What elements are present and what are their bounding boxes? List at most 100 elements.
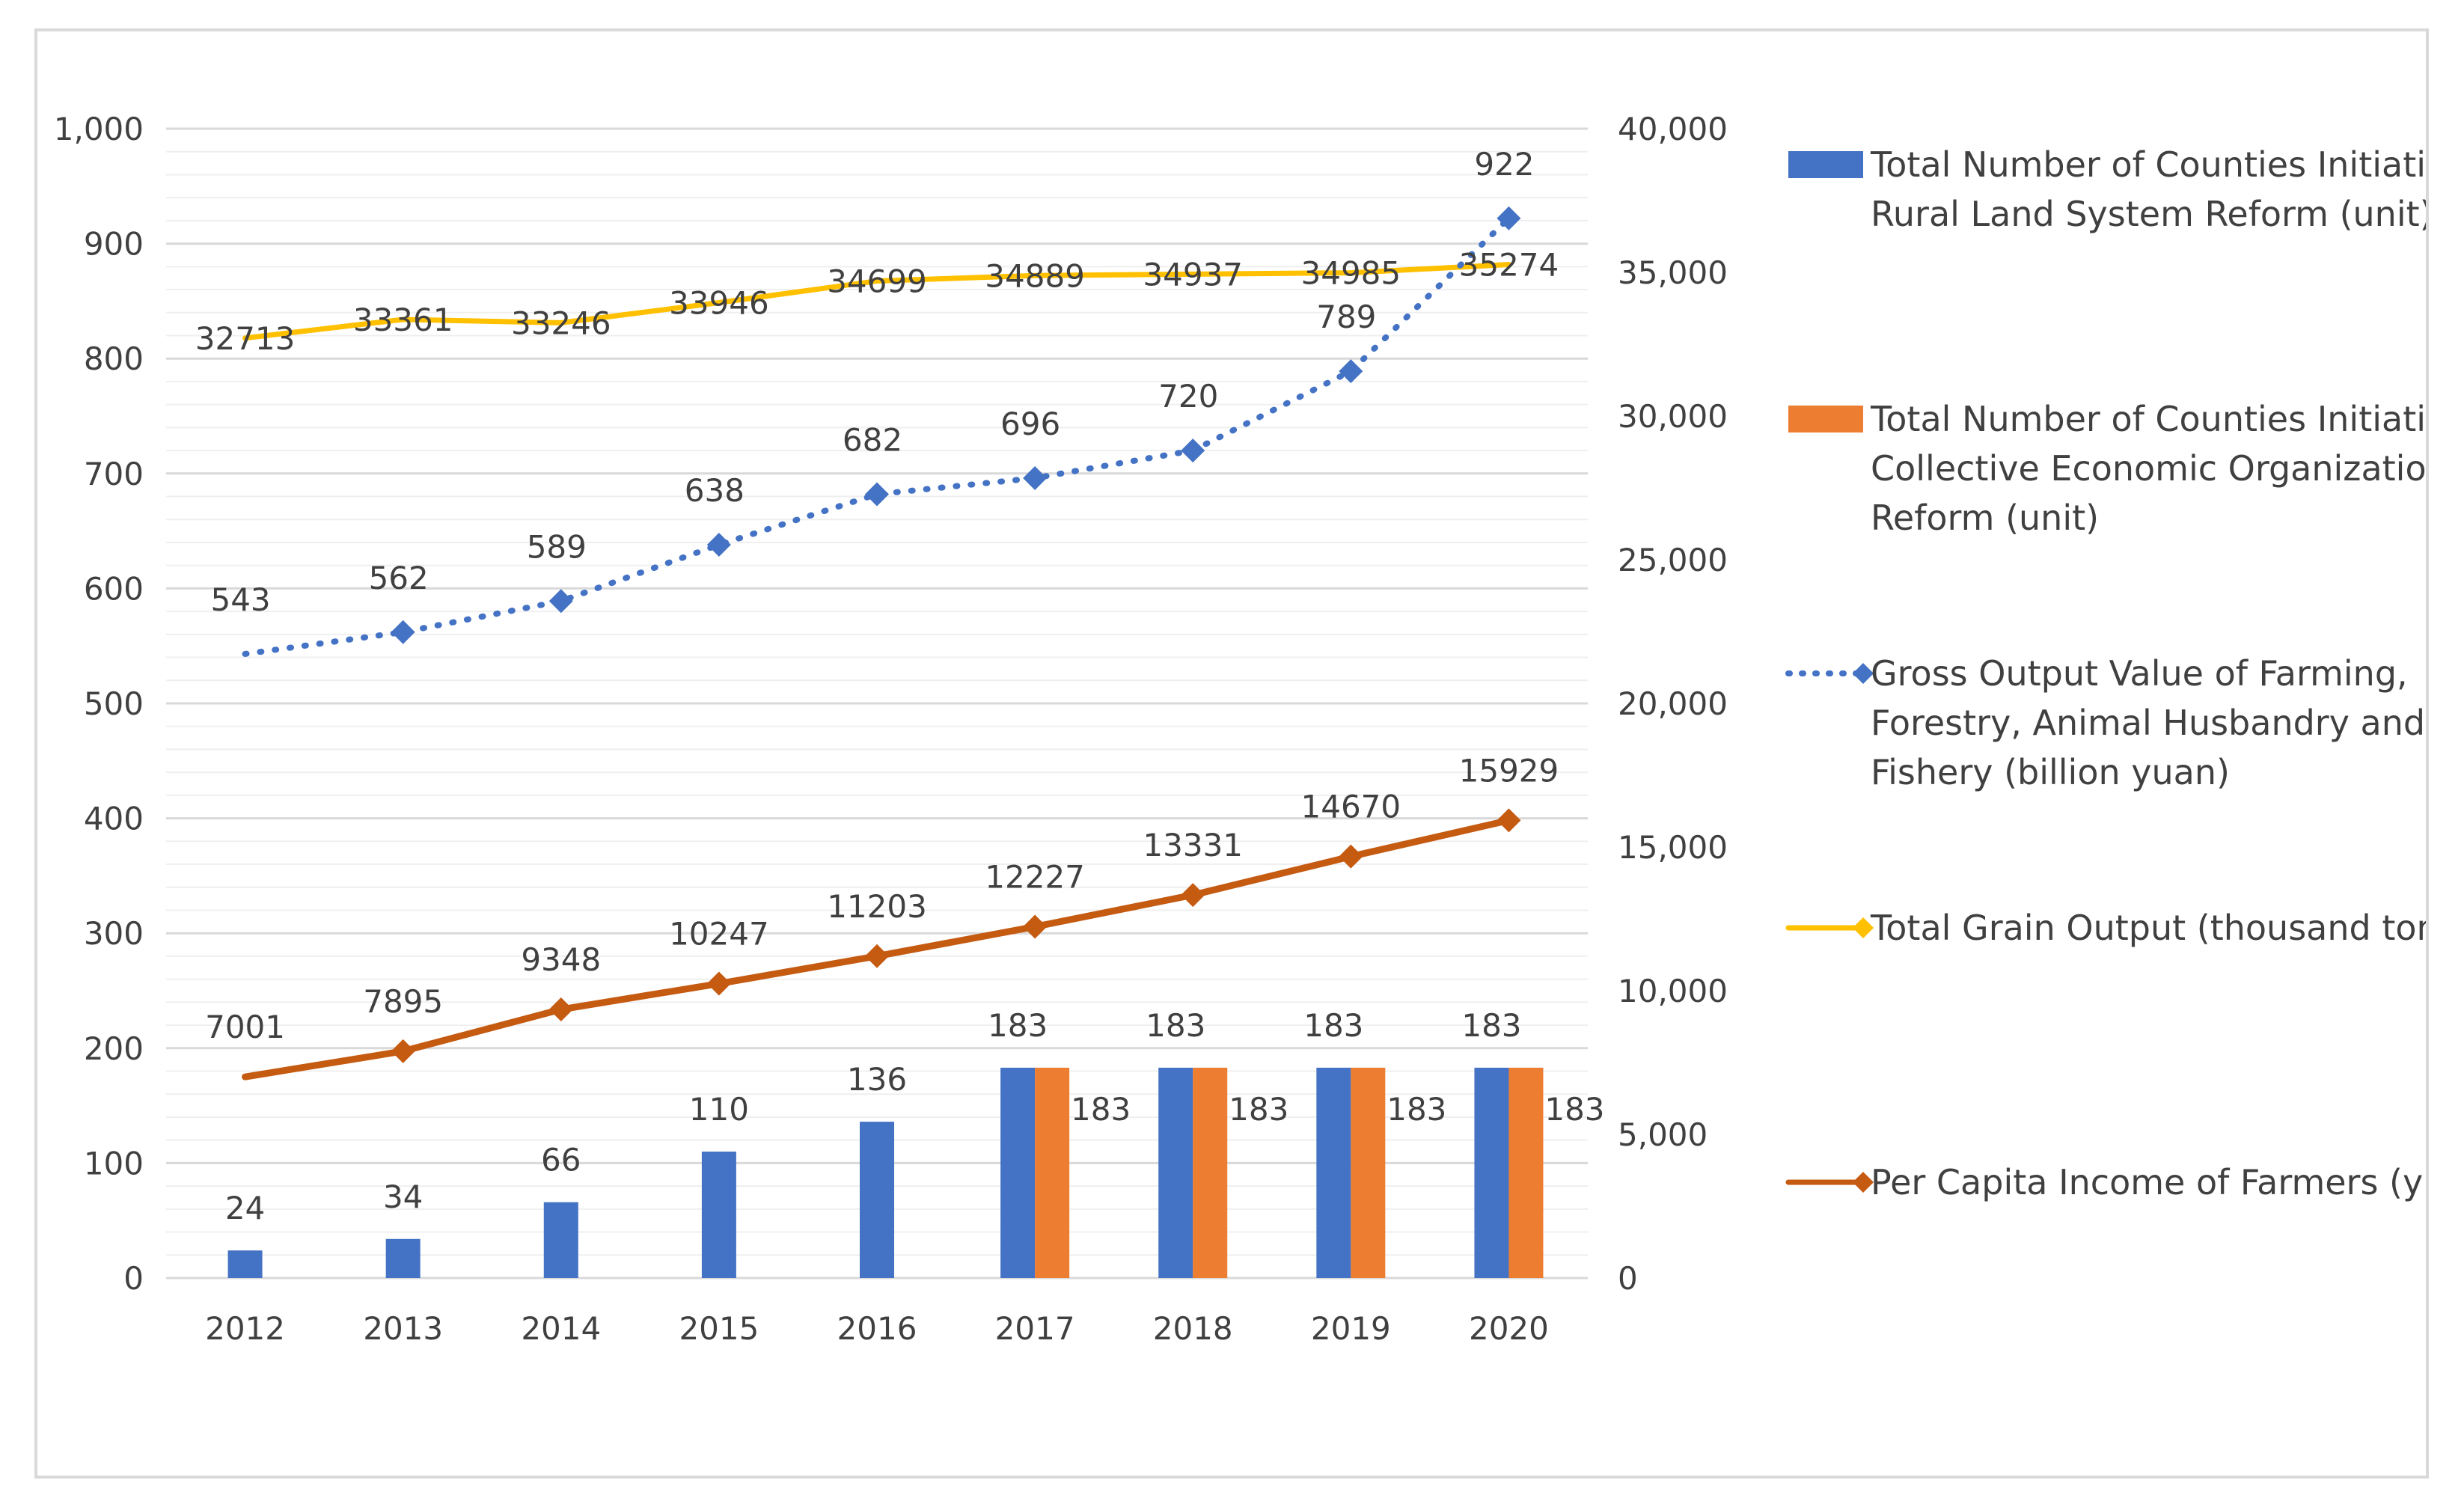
gross-output-point bbox=[1181, 438, 1205, 463]
grain-output-value-label: 34937 bbox=[1143, 256, 1243, 293]
gross-output-point bbox=[1023, 465, 1048, 490]
grain-output-value-label: 33246 bbox=[511, 305, 611, 341]
right-axis: 0 5,000 10,000 15,000 20,000 25,000 30,000 35,0… bbox=[1618, 111, 1728, 1297]
income-value-label: 11203 bbox=[827, 888, 927, 925]
income-value-label: 7895 bbox=[363, 983, 443, 1020]
gross-output-value-label: 638 bbox=[685, 472, 745, 509]
bar-rural-land-reform bbox=[1316, 1067, 1351, 1278]
income-point bbox=[865, 944, 889, 968]
x-tick-label: 2020 bbox=[1469, 1310, 1549, 1347]
bar-rural-land-reform bbox=[701, 1152, 736, 1278]
bar-rural-land-reform bbox=[385, 1238, 421, 1278]
right-tick-label: 30,000 bbox=[1618, 398, 1728, 435]
grain-output-value-label: 33946 bbox=[669, 284, 769, 321]
bar-value-label: 183 bbox=[1387, 1091, 1446, 1128]
bar-series bbox=[227, 1067, 1544, 1278]
gross-output-point bbox=[706, 533, 731, 557]
x-tick-label: 2015 bbox=[679, 1310, 759, 1347]
legend-label: Fishery (billion yuan) bbox=[1871, 752, 2230, 792]
left-tick-label: 100 bbox=[84, 1145, 144, 1182]
income-point bbox=[1497, 808, 1521, 833]
left-tick-label: 600 bbox=[84, 570, 144, 607]
left-tick-label: 400 bbox=[84, 801, 144, 837]
income-value-label: 9348 bbox=[521, 941, 601, 978]
legend-marker bbox=[1853, 917, 1874, 938]
legend-label: Rural Land System Reform (unit) bbox=[1871, 194, 2426, 234]
left-tick-label: 300 bbox=[84, 915, 144, 952]
bar-rural-land-reform bbox=[1158, 1067, 1193, 1278]
bar-value-label: 24 bbox=[225, 1190, 265, 1226]
bar-value-label: 66 bbox=[541, 1142, 581, 1179]
bar-collective-economic-reform bbox=[1351, 1067, 1386, 1278]
gross-output-line bbox=[242, 215, 1512, 657]
grain-output-value-label: 34889 bbox=[985, 257, 1085, 294]
gross-output-value-label: 682 bbox=[843, 421, 902, 458]
x-tick-label: 2016 bbox=[837, 1310, 917, 1347]
grain-output-value-label: 35274 bbox=[1459, 246, 1559, 283]
legend-label: Forestry, Animal Husbandry and bbox=[1871, 703, 2425, 743]
left-tick-label: 200 bbox=[84, 1030, 144, 1067]
income-point bbox=[706, 971, 731, 996]
bar-value-label: 183 bbox=[1071, 1091, 1131, 1128]
grain-output-line bbox=[242, 261, 1511, 341]
gross-output-point bbox=[548, 589, 573, 614]
chart-frame: 0 100 200 300 400 500 600 700 800 900 1,000 0 5,000… bbox=[34, 28, 2464, 1479]
combo-chart: 0 100 200 300 400 500 600 700 800 900 1,000 0 5,000… bbox=[54, 111, 2464, 1347]
legend-label: Reform (unit) bbox=[1871, 498, 2099, 538]
legend-label: Per Capita Income of Farmers (yuan) bbox=[1871, 1162, 2426, 1202]
income-point bbox=[391, 1039, 415, 1063]
x-tick-label: 2012 bbox=[205, 1310, 285, 1347]
bar-value-label: 183 bbox=[1229, 1091, 1288, 1128]
right-tick-label: 25,000 bbox=[1618, 542, 1728, 578]
income-value-label: 14670 bbox=[1301, 789, 1401, 825]
bar-value-label: 34 bbox=[383, 1179, 423, 1215]
gross-output-value-label: 589 bbox=[527, 528, 587, 565]
income-point bbox=[548, 997, 573, 1022]
gross-output-point bbox=[1339, 359, 1363, 384]
x-axis: 2012 2013 2014 2015 2016 2017 2018 2019 2020 bbox=[205, 1310, 1549, 1347]
legend-label: Total Number of Counties Initiating bbox=[1870, 144, 2426, 185]
left-tick-label: 700 bbox=[84, 456, 144, 492]
gross-output-value-label: 696 bbox=[1000, 406, 1060, 442]
right-tick-label: 10,000 bbox=[1618, 973, 1728, 1009]
gross-output-point bbox=[1497, 206, 1521, 230]
legend-label: Total Grain Output (thousand tons) bbox=[1870, 908, 2426, 948]
legend-marker bbox=[1853, 1172, 1874, 1193]
bar-rural-land-reform bbox=[543, 1202, 578, 1278]
income-value-label: 7001 bbox=[205, 1009, 285, 1045]
legend-swatch bbox=[1788, 151, 1863, 178]
line-series bbox=[242, 206, 1521, 1080]
bar-collective-economic-reform bbox=[1508, 1067, 1544, 1278]
legend-marker bbox=[1853, 663, 1874, 684]
gross-output-value-label: 720 bbox=[1158, 378, 1218, 415]
income-point bbox=[1023, 914, 1048, 939]
bar-rural-land-reform bbox=[227, 1250, 263, 1278]
gross-output-value-label: 789 bbox=[1316, 299, 1376, 335]
bar-rural-land-reform bbox=[860, 1122, 894, 1278]
bar-rural-land-reform bbox=[1474, 1067, 1509, 1278]
x-tick-label: 2019 bbox=[1311, 1310, 1391, 1347]
left-tick-label: 1,000 bbox=[54, 111, 144, 147]
income-value-label: 15929 bbox=[1459, 752, 1559, 789]
income-value-label: 10247 bbox=[669, 916, 769, 953]
right-tick-label: 5,000 bbox=[1618, 1116, 1708, 1153]
left-tick-label: 0 bbox=[123, 1260, 144, 1297]
gross-output-value-label: 562 bbox=[369, 560, 429, 596]
grain-output-value-label: 34699 bbox=[827, 263, 927, 300]
x-tick-label: 2017 bbox=[995, 1310, 1075, 1347]
bar-value-label: 110 bbox=[689, 1091, 749, 1128]
bar-value-label: 183 bbox=[1303, 1007, 1363, 1044]
bar-value-label: 183 bbox=[1146, 1007, 1205, 1044]
bar-value-label: 183 bbox=[988, 1007, 1048, 1044]
gross-output-point bbox=[391, 620, 415, 644]
legend-label: Total Number of Counties Initiating bbox=[1870, 399, 2426, 439]
grain-output-value-label: 34985 bbox=[1301, 255, 1401, 292]
right-tick-label: 0 bbox=[1618, 1260, 1638, 1297]
bar-collective-economic-reform bbox=[1035, 1067, 1070, 1278]
data-labels: 24 34 66 110 136 183 183 183 183 183 183 183 183 3271… bbox=[195, 146, 1605, 1226]
left-tick-label: 900 bbox=[84, 226, 144, 263]
right-tick-label: 40,000 bbox=[1618, 111, 1728, 147]
legend-label: Collective Economic Organization bbox=[1871, 448, 2426, 489]
income-point bbox=[1181, 883, 1205, 908]
left-axis: 0 100 200 300 400 500 600 700 800 900 1,000 bbox=[54, 111, 144, 1297]
